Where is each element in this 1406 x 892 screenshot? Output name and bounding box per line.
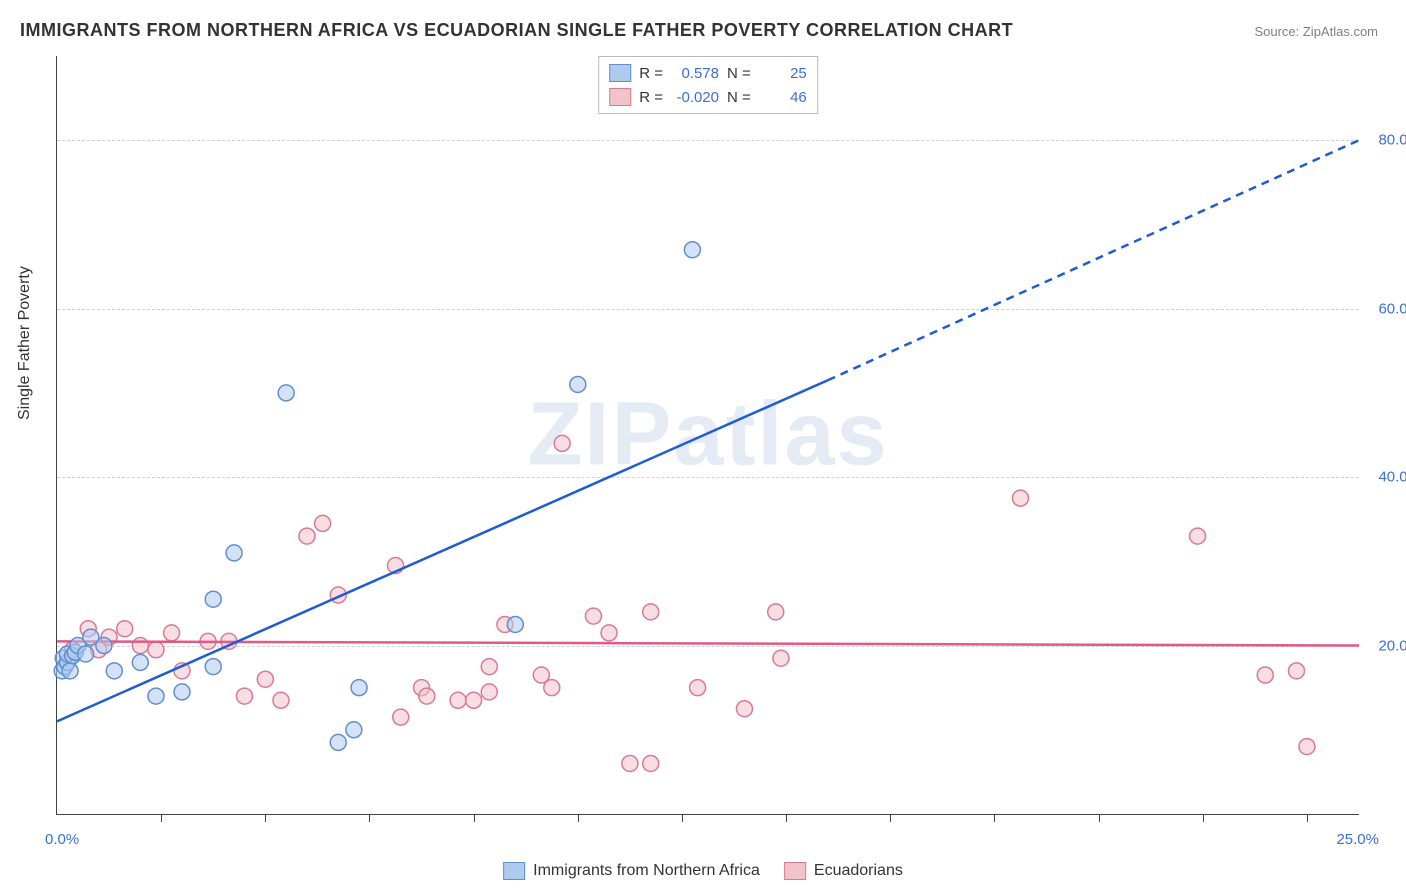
data-point xyxy=(419,688,435,704)
data-point xyxy=(205,591,221,607)
data-point xyxy=(299,528,315,544)
legend-swatch-icon xyxy=(784,862,806,880)
data-point xyxy=(393,709,409,725)
legend-label-series-1: Immigrants from Northern Africa xyxy=(533,862,760,880)
data-point xyxy=(1257,667,1273,683)
data-point xyxy=(481,659,497,675)
legend-swatch-icon xyxy=(503,862,525,880)
data-point xyxy=(257,671,273,687)
data-point xyxy=(768,604,784,620)
data-point xyxy=(78,646,94,662)
data-point xyxy=(481,684,497,700)
data-point xyxy=(601,625,617,641)
x-tick xyxy=(265,814,266,822)
data-point xyxy=(507,617,523,633)
data-point xyxy=(466,692,482,708)
data-point xyxy=(351,680,367,696)
data-point xyxy=(773,650,789,666)
legend-label-series-2: Ecuadorians xyxy=(814,862,903,880)
y-tick-label: 80.0% xyxy=(1365,132,1406,149)
data-point xyxy=(1190,528,1206,544)
chart-title: IMMIGRANTS FROM NORTHERN AFRICA VS ECUAD… xyxy=(20,20,1013,41)
data-point xyxy=(330,734,346,750)
plot-area: ZIPatlas 20.0%40.0%60.0%80.0% 0.0% 25.0%… xyxy=(56,56,1359,815)
data-point xyxy=(570,376,586,392)
data-point xyxy=(132,654,148,670)
x-tick xyxy=(786,814,787,822)
data-point xyxy=(622,755,638,771)
trend-line-solid xyxy=(57,641,1359,645)
x-tick xyxy=(578,814,579,822)
data-point xyxy=(164,625,180,641)
data-point xyxy=(96,638,112,654)
x-tick xyxy=(161,814,162,822)
data-point xyxy=(315,515,331,531)
legend-item-series-1: Immigrants from Northern Africa xyxy=(503,862,760,880)
series-legend: Immigrants from Northern Africa Ecuadori… xyxy=(503,862,903,880)
trend-line-dashed xyxy=(828,140,1359,380)
data-point xyxy=(1012,490,1028,506)
y-tick-label: 20.0% xyxy=(1365,637,1406,654)
y-tick-label: 40.0% xyxy=(1365,469,1406,486)
x-tick xyxy=(682,814,683,822)
data-point xyxy=(690,680,706,696)
data-point xyxy=(585,608,601,624)
data-point xyxy=(643,604,659,620)
data-point xyxy=(346,722,362,738)
x-tick xyxy=(1203,814,1204,822)
y-axis-label: Single Father Poverty xyxy=(16,266,34,420)
y-tick-label: 60.0% xyxy=(1365,300,1406,317)
x-axis-max-label: 25.0% xyxy=(1336,831,1379,848)
source-label: Source: ZipAtlas.com xyxy=(1254,24,1378,39)
data-point xyxy=(736,701,752,717)
data-point xyxy=(132,638,148,654)
trend-line-solid xyxy=(57,380,828,721)
data-point xyxy=(278,385,294,401)
x-tick xyxy=(1099,814,1100,822)
data-point xyxy=(684,242,700,258)
data-point xyxy=(148,642,164,658)
data-point xyxy=(236,688,252,704)
x-tick xyxy=(994,814,995,822)
chart-container: IMMIGRANTS FROM NORTHERN AFRICA VS ECUAD… xyxy=(0,0,1406,892)
x-tick xyxy=(369,814,370,822)
data-point xyxy=(643,755,659,771)
data-point xyxy=(544,680,560,696)
x-axis-min-label: 0.0% xyxy=(45,831,79,848)
data-point xyxy=(148,688,164,704)
data-point xyxy=(273,692,289,708)
data-point xyxy=(554,435,570,451)
data-point xyxy=(205,659,221,675)
data-point xyxy=(1289,663,1305,679)
x-tick xyxy=(1307,814,1308,822)
data-point xyxy=(106,663,122,679)
data-point xyxy=(117,621,133,637)
data-point xyxy=(1299,739,1315,755)
legend-item-series-2: Ecuadorians xyxy=(784,862,903,880)
scatter-svg xyxy=(57,56,1359,814)
data-point xyxy=(62,663,78,679)
data-point xyxy=(226,545,242,561)
data-point xyxy=(174,684,190,700)
x-tick xyxy=(890,814,891,822)
x-tick xyxy=(474,814,475,822)
data-point xyxy=(450,692,466,708)
